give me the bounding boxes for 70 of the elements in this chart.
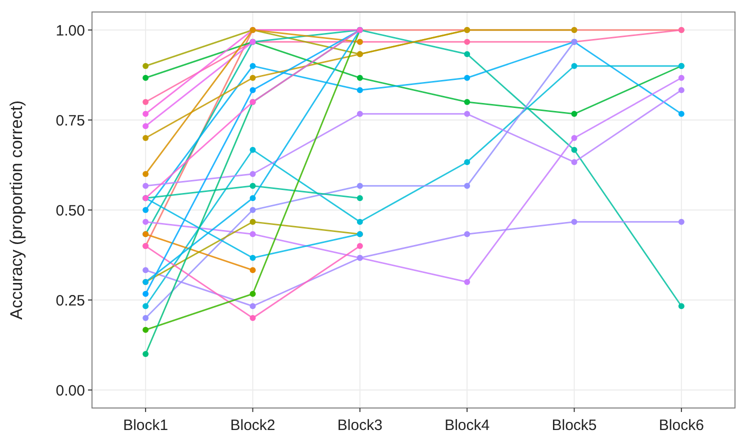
point [464, 110, 470, 117]
point [250, 182, 256, 189]
point [464, 99, 470, 105]
point [142, 267, 149, 274]
x-tick-label: Block1 [123, 417, 168, 434]
point [250, 231, 256, 238]
point [356, 182, 363, 189]
point [571, 63, 578, 69]
point [250, 290, 256, 297]
point [356, 218, 363, 225]
x-tick-label: Block6 [658, 417, 704, 434]
point [678, 74, 684, 81]
point [142, 74, 149, 81]
point [464, 51, 470, 58]
point [250, 303, 256, 310]
point [571, 159, 578, 166]
y-tick-label: 0.75 [56, 112, 85, 130]
point [142, 171, 149, 177]
y-tick-label: 0.50 [56, 202, 85, 220]
x-tick-label: Block3 [337, 417, 382, 434]
point [142, 63, 149, 69]
point [464, 231, 470, 238]
x-tick-label: Block5 [552, 417, 597, 434]
point [142, 99, 149, 105]
point [250, 315, 256, 321]
point [142, 207, 149, 213]
point [142, 110, 149, 117]
point [142, 326, 149, 333]
point [142, 351, 149, 357]
point [356, 243, 363, 249]
point [356, 110, 363, 117]
point [678, 303, 684, 310]
point [250, 87, 256, 94]
point [678, 218, 684, 225]
point [464, 279, 470, 285]
point [571, 218, 578, 225]
point [678, 110, 684, 117]
point [678, 87, 684, 94]
point [142, 182, 149, 189]
x-tick-label: Block2 [230, 417, 276, 434]
point [464, 159, 470, 166]
y-axis-title: Accuracy (proportion correct) [7, 100, 26, 320]
point [250, 254, 256, 261]
point [356, 87, 363, 94]
point [571, 110, 578, 117]
point [250, 146, 256, 153]
point [250, 195, 256, 202]
point [142, 315, 149, 321]
point [142, 303, 149, 310]
point [464, 182, 470, 189]
point [142, 290, 149, 297]
point [142, 123, 149, 130]
y-tick-label: 1.00 [56, 22, 85, 40]
point [356, 74, 363, 81]
x-tick-label: Block4 [444, 417, 490, 434]
point [142, 135, 149, 141]
point [464, 74, 470, 81]
y-tick-label: 0.25 [56, 292, 85, 310]
y-tick-label: 0.00 [56, 382, 85, 400]
point [250, 63, 256, 69]
point [250, 267, 256, 274]
point [464, 38, 470, 45]
point [571, 146, 578, 153]
point [250, 74, 256, 81]
point [250, 207, 256, 213]
point [571, 135, 578, 141]
point [250, 171, 256, 177]
point [250, 218, 256, 225]
point [142, 218, 149, 225]
point [356, 195, 363, 202]
